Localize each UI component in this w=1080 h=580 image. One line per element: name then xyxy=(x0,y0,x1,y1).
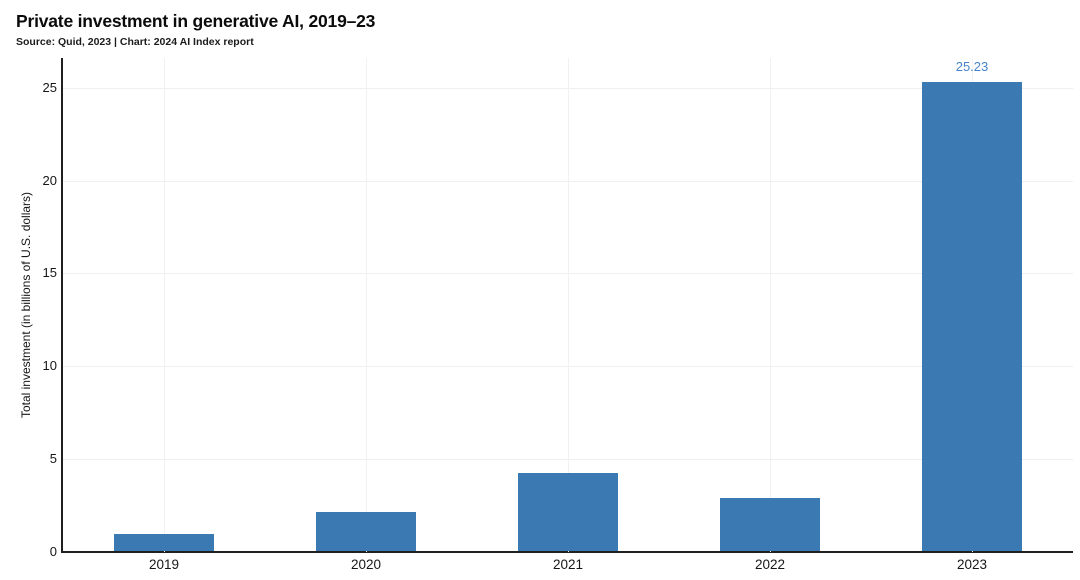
chart-title: Private investment in generative AI, 201… xyxy=(16,11,376,31)
y-tick-10: 10 xyxy=(42,358,57,374)
x-tick-2020: 2020 xyxy=(350,557,382,572)
bar-2021 xyxy=(518,473,618,551)
y-axis-title: Total investment (in billions of U.S. do… xyxy=(19,191,33,419)
gridline-x-2022 xyxy=(769,58,771,552)
plot-area: 25.23 xyxy=(61,58,1073,553)
y-tick-0: 0 xyxy=(49,544,57,559)
gridline-x-2019 xyxy=(163,58,165,552)
data-label-2023: 25.23 xyxy=(955,59,989,75)
x-tick-2019: 2019 xyxy=(148,557,180,572)
y-tick-25: 25 xyxy=(42,79,57,95)
chart-subtitle: Source: Quid, 2023 | Chart: 2024 AI Inde… xyxy=(16,36,254,48)
x-tick-2021: 2021 xyxy=(552,557,584,572)
y-axis-line xyxy=(61,58,63,552)
bar-2022 xyxy=(720,498,820,551)
bar-2020 xyxy=(316,512,416,551)
bar-2023 xyxy=(922,82,1022,551)
gridline-x-2020 xyxy=(365,58,367,552)
gridline-x-2021 xyxy=(567,58,569,552)
bar-2019 xyxy=(114,534,214,551)
x-axis-line xyxy=(61,551,1073,553)
x-tick-2023: 2023 xyxy=(956,557,988,572)
y-tick-15: 15 xyxy=(42,265,57,281)
y-tick-5: 5 xyxy=(49,451,57,467)
x-tick-2022: 2022 xyxy=(754,557,786,572)
y-tick-20: 20 xyxy=(42,172,57,188)
